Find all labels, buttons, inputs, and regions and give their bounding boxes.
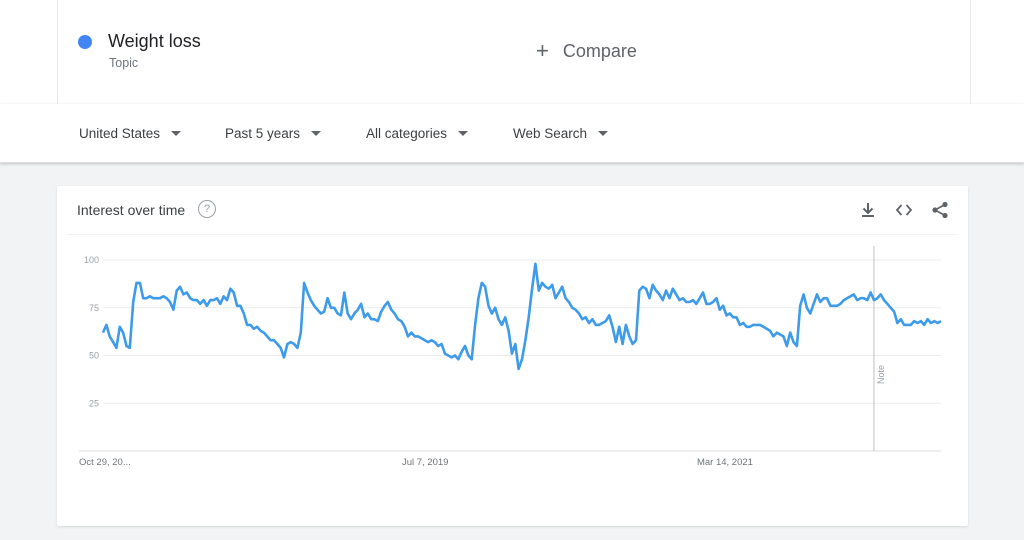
- filter-category[interactable]: All categories: [366, 126, 469, 141]
- series-line: [101, 262, 942, 371]
- chevron-down-icon: [311, 131, 322, 136]
- card-actions: [858, 200, 950, 220]
- interest-over-time-card: Interest over time ? 25 50 75 100 Note Oct 29…: [57, 186, 968, 526]
- filter-category-label: All categories: [366, 126, 448, 141]
- plus-icon: +: [536, 38, 549, 63]
- chevron-down-icon: [598, 131, 609, 136]
- x-tick-label: Mar 14, 2021: [697, 457, 753, 468]
- term-type: Topic: [109, 56, 139, 70]
- x-tick-label: Jul 7, 2019: [402, 457, 448, 468]
- chevron-down-icon: [458, 131, 469, 136]
- filter-region-label: United States: [79, 126, 161, 141]
- note-label: Note: [876, 365, 886, 384]
- filter-region[interactable]: United States: [79, 126, 182, 141]
- search-term-band: Weight loss Topic + Compare: [0, 0, 1024, 104]
- share-icon[interactable]: [930, 200, 950, 220]
- embed-code-icon[interactable]: [894, 200, 914, 220]
- chevron-down-icon: [171, 131, 182, 136]
- filter-bar: United States Past 5 years All categorie…: [0, 104, 1024, 163]
- search-term-card[interactable]: Weight loss Topic + Compare: [57, 0, 971, 104]
- term-name[interactable]: Weight loss: [108, 31, 201, 51]
- term-color-dot: [78, 35, 92, 49]
- filter-search-type-label: Web Search: [513, 126, 588, 141]
- y-tick-label: 100: [84, 255, 99, 265]
- download-icon[interactable]: [858, 200, 878, 220]
- y-tick-label: 75: [89, 303, 99, 313]
- help-circle-icon[interactable]: ?: [198, 200, 216, 218]
- card-title: Interest over time: [77, 202, 186, 218]
- filter-time-range[interactable]: Past 5 years: [225, 126, 322, 141]
- y-tick-label: 50: [89, 351, 99, 361]
- filter-search-type[interactable]: Web Search: [513, 126, 609, 141]
- compare-button[interactable]: + Compare: [536, 40, 637, 62]
- card-divider: [67, 234, 958, 235]
- filter-time-range-label: Past 5 years: [225, 126, 301, 141]
- compare-label: Compare: [562, 40, 637, 61]
- line-chart: 25 50 75 100 Note Oct 29, 20... Jul 7, 2019 Mar…: [79, 246, 942, 468]
- x-tick-label: Oct 29, 20...: [79, 457, 131, 468]
- y-tick-label: 25: [89, 398, 99, 408]
